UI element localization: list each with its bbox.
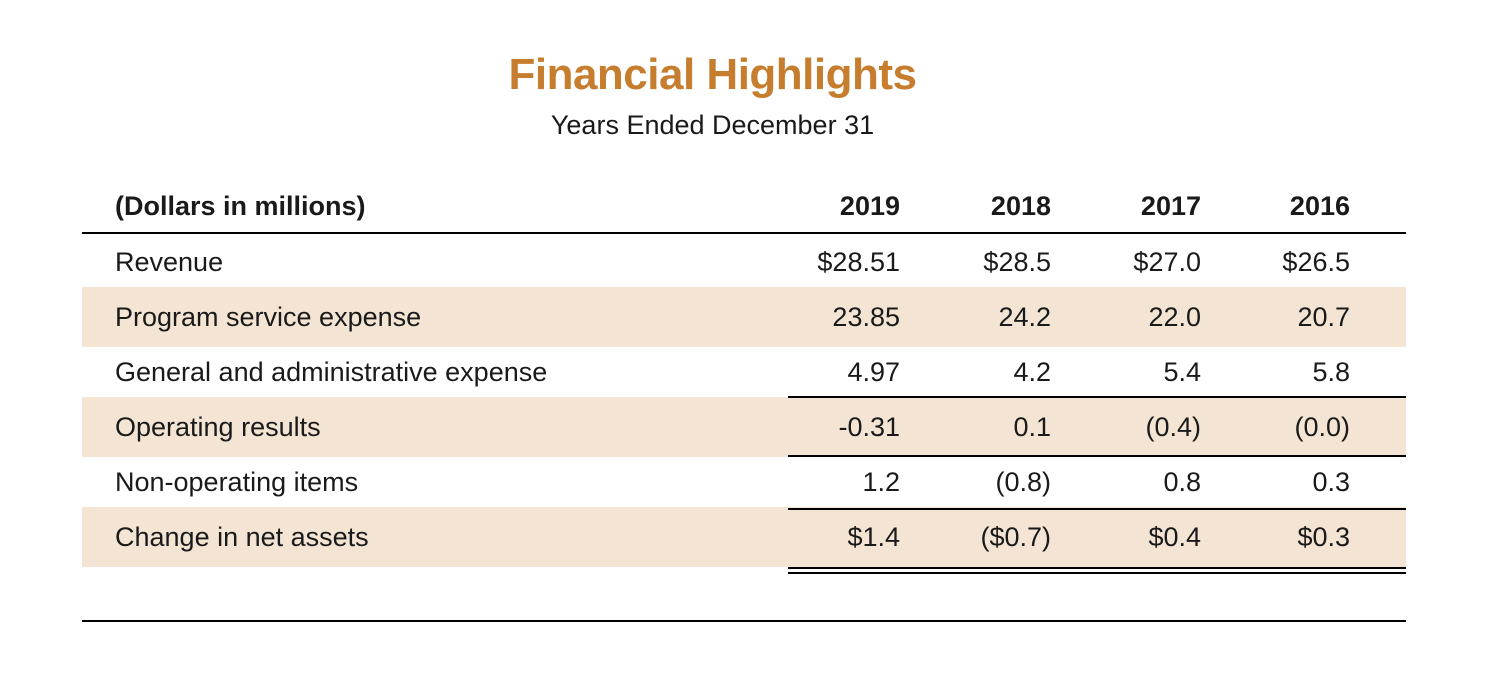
table-row-non-operating-items: Non-operating items 1.2 (0.8) 0.8 0.3 <box>82 452 1406 512</box>
cell-2018: (0.8) <box>995 467 1051 497</box>
cell-2018: 24.2 <box>998 302 1051 332</box>
cell-2018: ($0.7) <box>980 522 1051 552</box>
cell-2019: -0.31 <box>838 412 900 442</box>
year-header-2018: 2018 <box>990 191 1051 221</box>
cell-2017: 22.0 <box>1148 302 1201 332</box>
subtotal-rule-operating <box>788 396 1406 398</box>
cell-2017: $27.0 <box>1133 247 1201 277</box>
cell-2018: $28.5 <box>983 247 1051 277</box>
subtotal-rule-change <box>788 508 1406 510</box>
total-double-rule-bottom <box>788 572 1406 574</box>
row-label: Change in net assets <box>115 522 369 552</box>
cell-2016: 20.7 <box>1297 302 1350 332</box>
year-header-2019: 2019 <box>839 191 900 221</box>
subtotal-rule-non-operating <box>788 455 1406 457</box>
cell-2016: 5.8 <box>1312 357 1350 387</box>
cell-2019: 23.85 <box>832 302 900 332</box>
cell-2016: $26.5 <box>1282 247 1350 277</box>
row-label: Non-operating items <box>115 467 359 497</box>
cell-2016: 0.3 <box>1312 467 1350 497</box>
cell-2018: 4.2 <box>1013 357 1051 387</box>
table-row-general-administrative-expense: General and administrative expense 4.97 … <box>82 342 1406 402</box>
row-label: General and administrative expense <box>115 357 548 387</box>
cell-2019: $28.51 <box>817 247 900 277</box>
row-label: Program service expense <box>115 302 422 332</box>
cell-2017: (0.4) <box>1145 412 1201 442</box>
year-header-2016: 2016 <box>1289 191 1350 221</box>
row-label: Revenue <box>115 247 224 277</box>
table-row-operating-results: Operating results -0.31 0.1 (0.4) (0.0) <box>82 397 1406 457</box>
header-rule <box>82 232 1406 234</box>
table-row-change-in-net-assets: Change in net assets $1.4 ($0.7) $0.4 $0… <box>82 507 1406 567</box>
cell-2016: $0.3 <box>1297 522 1350 552</box>
year-header-2017: 2017 <box>1140 191 1201 221</box>
cell-2019: 4.97 <box>847 357 900 387</box>
cell-2016: (0.0) <box>1294 412 1350 442</box>
cell-2017: 5.4 <box>1163 357 1201 387</box>
total-double-rule-top <box>788 567 1406 569</box>
table-header-label: (Dollars in millions) <box>115 191 366 221</box>
cell-2017: $0.4 <box>1148 522 1201 552</box>
table-bottom-rule <box>82 620 1406 622</box>
page-title: Financial Highlights <box>508 50 917 99</box>
cell-2018: 0.1 <box>1013 412 1051 442</box>
page-subtitle: Years Ended December 31 <box>550 110 875 140</box>
cell-2017: 0.8 <box>1163 467 1201 497</box>
table-row-program-service-expense: Program service expense 23.85 24.2 22.0 … <box>82 287 1406 347</box>
cell-2019: $1.4 <box>847 522 900 552</box>
table-row-revenue: Revenue $28.51 $28.5 $27.0 $26.5 <box>82 232 1406 292</box>
row-label: Operating results <box>115 412 321 442</box>
cell-2019: 1.2 <box>862 467 900 497</box>
